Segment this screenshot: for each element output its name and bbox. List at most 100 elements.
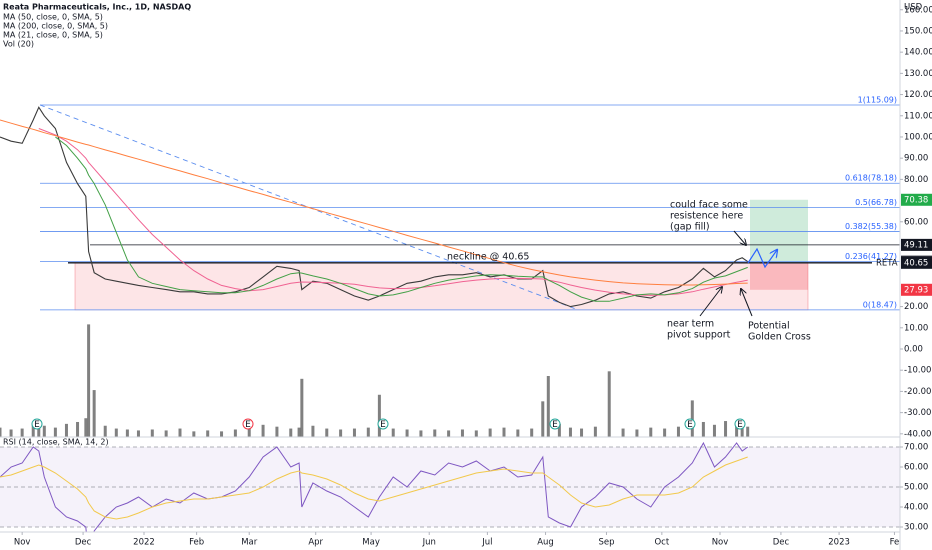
volume-bar [419, 430, 423, 437]
volume-bar [192, 431, 196, 437]
y-tick-label: 130.00 [904, 69, 932, 79]
event-marker [684, 418, 696, 430]
volume-bar [0, 427, 2, 437]
event-marker [31, 418, 43, 430]
price-tag [901, 283, 932, 296]
fib-label: 0.236(41.27) [845, 252, 897, 261]
volume-bar [635, 429, 639, 437]
volume-bar [593, 426, 597, 437]
volume-bar [275, 426, 279, 437]
arrow [733, 230, 746, 245]
y-tick-label: 140.00 [904, 48, 932, 58]
y-tick-label: 120.00 [904, 90, 932, 100]
volume-bar [607, 371, 611, 437]
price-line [0, 106, 749, 308]
x-tick-label: Aug [537, 538, 554, 548]
y-tick-label: -40.00 [904, 429, 931, 439]
event-label: E [245, 420, 251, 430]
legend-entry: Vol (20) [3, 40, 34, 49]
y-tick-label: 70.00 [904, 443, 928, 453]
x-tick-label: Fe [890, 538, 900, 548]
volume-bar [724, 421, 728, 437]
fib-label: 1(115.09) [858, 95, 897, 104]
rsi-title: RSI (14, close, SMA, 14, 2) [3, 438, 109, 447]
price-tag [901, 238, 932, 251]
event-label: E [552, 420, 558, 430]
event-marker [734, 418, 746, 430]
volume-bar [366, 427, 370, 437]
x-tick-label: Feb [189, 538, 204, 548]
x-tick-label: Jul [481, 538, 492, 548]
annotation: resistence here [670, 211, 743, 222]
series-line [0, 456, 748, 520]
volume-bar [247, 427, 251, 437]
fib-label: 0.382(55.38) [845, 222, 897, 231]
trend-line [39, 104, 579, 311]
arrow [699, 287, 722, 317]
volume-bar [740, 425, 744, 437]
arrow [741, 289, 753, 317]
x-tick-label: Apr [308, 538, 323, 548]
y-tick-label: -30.00 [904, 408, 931, 418]
y-tick-label: 10.00 [904, 323, 928, 333]
volume-bar [405, 429, 409, 437]
projection-path [747, 247, 777, 269]
stop-zone [750, 262, 808, 290]
fib-label: 0.618(78.18) [845, 174, 897, 183]
volume-bar [84, 418, 88, 437]
volume-bar [474, 430, 478, 437]
volume-bar [447, 430, 451, 437]
x-tick-label: Mar [241, 538, 258, 548]
volume-bar [103, 425, 107, 437]
volume-bar [9, 429, 13, 437]
price-tag-label: 40.65 [904, 258, 928, 268]
volume-bar [690, 400, 694, 437]
volume-bar [712, 424, 716, 437]
series-line [0, 119, 748, 286]
annotation: (gap fill) [670, 222, 710, 233]
volume-bar [42, 425, 46, 437]
volume-bar [87, 324, 91, 437]
event-label: E [34, 420, 40, 430]
volume-bar [377, 394, 381, 437]
x-tick-label: Nov [14, 538, 31, 548]
event-marker [377, 418, 389, 430]
volume-bar [64, 423, 68, 437]
fib-label: 0(18.47) [863, 300, 897, 309]
volume-bar [516, 429, 520, 437]
volume-bar [663, 428, 667, 437]
range-box [74, 262, 809, 311]
volume-bar [178, 428, 182, 437]
x-tick-label: May [362, 538, 380, 548]
x-tick-label: Nov [712, 538, 729, 548]
y-tick-label: 150.00 [904, 26, 932, 36]
volume-bar [488, 428, 492, 437]
background-layer [0, 104, 900, 528]
volume-bar [460, 429, 464, 437]
volume-bar [114, 428, 118, 437]
price-tag-label: 49.11 [904, 240, 928, 250]
volume-bar [92, 390, 96, 437]
event-label: E [737, 420, 743, 430]
price-tag [901, 256, 932, 269]
volume-bar [31, 422, 35, 437]
volume-bar [261, 424, 265, 437]
y-tick-label: 110.00 [904, 111, 932, 121]
price-tag [901, 193, 932, 206]
y-tick-label: 90.00 [904, 154, 928, 164]
legend-entry: MA (21, close, 0, SMA, 5) [3, 31, 103, 40]
volume-bar [125, 429, 129, 437]
event-markers: E E E E E E [31, 418, 746, 430]
y-tick-label: 0.00 [904, 345, 923, 355]
volume-bar [311, 425, 315, 437]
volume-bar [297, 427, 301, 437]
volume-bar [76, 421, 80, 437]
volume-bar [502, 427, 506, 437]
x-tick-label: Oct [654, 538, 669, 548]
volume-bar [233, 429, 237, 437]
volume-bar [300, 378, 304, 437]
x-tick-label: Dec [75, 538, 92, 548]
volume-bar [206, 430, 210, 437]
neckline-label: neckline @ 40.65 [447, 251, 529, 262]
